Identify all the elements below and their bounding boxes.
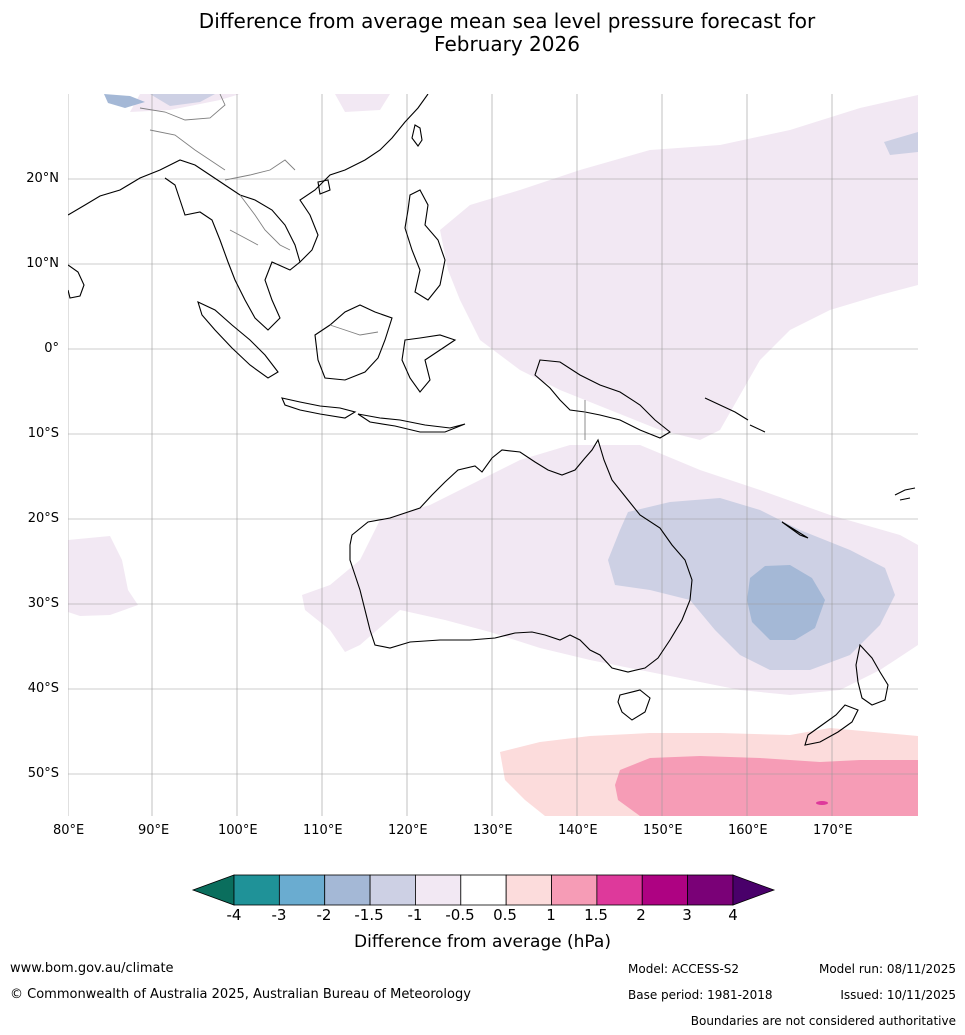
footer-issued: Issued: 10/11/2025 [840,988,956,1002]
colorbar-segment [369,874,416,906]
colorbar-segment [596,874,643,906]
lon-label: 80°E [53,823,85,838]
lon-label: 100°E [218,823,258,838]
anomaly-region-15-2 [816,801,828,805]
colorbar-tick: -0.5 [445,906,475,924]
colorbar-segment [505,874,552,906]
colorbar-segment [415,874,462,906]
colorbar-tick: -3 [271,906,287,924]
sulawesi-coastline [401,334,457,393]
chart-title: Difference from average mean sea level p… [0,10,965,56]
title-line-1: Difference from average mean sea level p… [198,9,816,33]
country-borders [139,94,586,440]
colorbar-segment [460,874,507,906]
fiji-coastline [894,487,916,501]
colorbar-segment [641,874,688,906]
footer-base-period: Base period: 1981-2018 [628,988,773,1002]
anomaly-region-1-15 [615,756,918,816]
colorbar-segment [687,874,734,906]
hainan-coastline [317,179,331,195]
lon-label: 170°E [813,823,853,838]
colorbar-tick: 2 [636,906,646,924]
colorbar-tick: 1 [546,906,556,924]
footer-model: Model: ACCESS-S2 [628,962,740,976]
lat-label: 50°S [27,766,59,781]
lesser-sunda-coastline [357,413,466,433]
colorbar-tick: 3 [682,906,692,924]
colorbar-tick: -1 [407,906,423,924]
colorbar-tick: -1.5 [354,906,384,924]
nz-south-coastline [804,704,859,746]
colorbar-segment [551,874,598,906]
footer-copyright: © Commonwealth of Australia 2025, Austra… [10,987,471,1002]
colorbar-arrow-left [191,874,235,906]
india-coastline [68,264,85,299]
colorbar-tick: 0.5 [493,906,517,924]
colorbar-tick: -2 [316,906,332,924]
colorbar-title: Difference from average (hPa) [354,932,611,952]
australia-coastline [349,438,693,673]
footer-website: www.bom.gov.au/climate [10,961,174,976]
gridlines [68,94,918,816]
lat-label: 20°S [27,511,59,526]
java-coastline [281,397,357,419]
lat-label: 10°N [26,256,59,271]
title-line-2: February 2026 [434,32,580,56]
map-area [68,94,918,816]
lon-label: 130°E [473,823,513,838]
colorbar-arrow-right [732,874,776,906]
lat-label: 20°N [26,171,59,186]
lat-label: 40°S [27,681,59,696]
solomon-islands-coastline [704,397,766,433]
colorbar-segment [233,874,280,906]
lon-label: 160°E [728,823,768,838]
borneo-coastline [314,304,393,381]
lat-label: 0° [44,341,59,356]
new-caledonia-coastline [781,521,809,539]
coastlines [68,94,916,746]
taiwan-coastline [411,124,423,147]
colorbar-segment [324,874,371,906]
lon-label: 110°E [303,823,343,838]
colorbar-segment [278,874,326,906]
colorbar-tick: 4 [728,906,738,924]
new-guinea-coastline [534,359,671,439]
footer-model-run: Model run: 08/11/2025 [818,962,956,976]
nz-north-coastline [855,643,889,706]
footer-disclaimer: Boundaries are not considered authoritat… [690,1014,956,1028]
anomaly-region-minus2-minus15 [104,94,825,640]
lon-label: 140°E [558,823,598,838]
colorbar-tick: -4 [226,906,242,924]
tasmania-coastline [617,689,651,721]
lat-label: 10°S [27,426,59,441]
lon-label: 150°E [643,823,683,838]
lon-label: 120°E [388,823,428,838]
asia-mainland-coastline [68,94,429,331]
sumatra-coastline [197,300,279,379]
lat-label: 30°S [27,596,59,611]
colorbar [191,874,776,906]
colorbar-tick: 1.5 [584,906,608,924]
philippines-coastline [404,189,446,301]
lon-label: 90°E [138,823,170,838]
